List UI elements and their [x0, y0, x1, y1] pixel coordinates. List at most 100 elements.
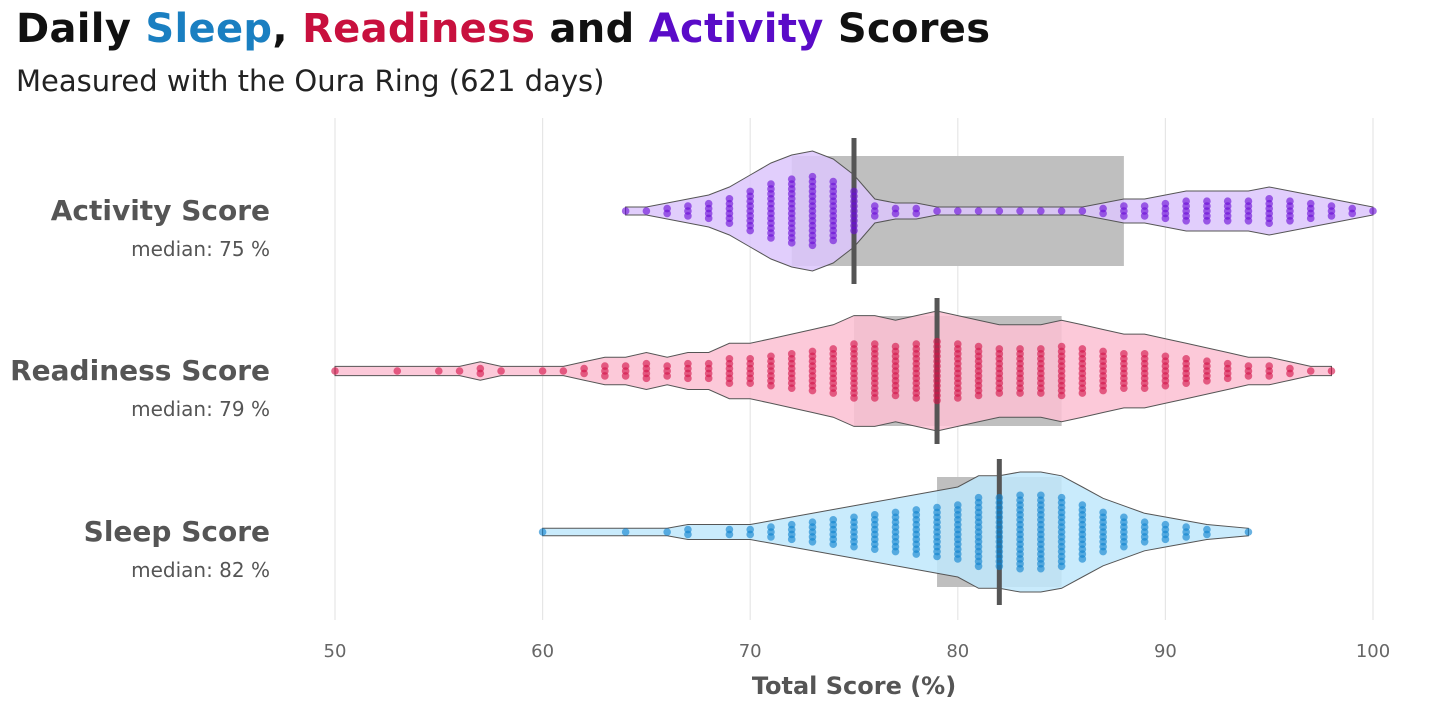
data-point	[331, 367, 339, 375]
data-point	[725, 219, 734, 228]
category-label-activity: Activity Score median: 75 %	[51, 194, 270, 261]
data-point	[912, 209, 921, 218]
category-name: Activity Score	[50, 194, 270, 227]
data-point	[1161, 535, 1170, 544]
data-point	[767, 381, 775, 390]
data-point	[1016, 564, 1024, 573]
data-point	[1265, 372, 1273, 380]
data-point	[1120, 384, 1128, 392]
title-part: Daily	[16, 6, 146, 52]
data-point	[1057, 562, 1066, 571]
data-point	[621, 207, 630, 215]
x-tick-label: 60	[531, 641, 554, 662]
data-point	[1244, 217, 1253, 225]
data-point	[601, 372, 609, 380]
data-point	[580, 369, 588, 378]
data-point	[746, 379, 754, 388]
data-point	[538, 367, 547, 375]
x-tick-label: 50	[324, 641, 347, 662]
title-sleep: Sleep	[145, 6, 273, 52]
data-point	[1161, 381, 1170, 390]
data-point	[642, 374, 651, 383]
title-part: and	[535, 6, 649, 52]
data-point	[1120, 212, 1128, 220]
data-point	[787, 239, 796, 247]
data-point	[1016, 207, 1024, 215]
data-point	[829, 540, 838, 549]
data-point	[933, 396, 941, 405]
data-point	[1120, 542, 1128, 551]
x-tick-label: 80	[946, 641, 969, 662]
data-point	[1078, 555, 1087, 563]
data-point	[559, 367, 568, 375]
data-point	[725, 379, 734, 388]
category-label-readiness: Readiness Score median: 79 %	[10, 354, 270, 421]
data-point	[829, 236, 838, 245]
title-readiness: Readiness	[302, 6, 536, 52]
data-point	[995, 207, 1004, 215]
data-point	[829, 389, 838, 397]
data-point	[850, 226, 858, 235]
data-point	[1306, 214, 1315, 223]
data-point	[767, 533, 775, 541]
data-point	[684, 374, 692, 383]
data-point	[891, 209, 900, 218]
data-point	[1244, 528, 1253, 536]
data-point	[1327, 367, 1336, 375]
category-name: Sleep Score	[83, 515, 270, 548]
data-point	[954, 555, 962, 563]
data-point	[1203, 530, 1211, 539]
data-point	[1203, 377, 1211, 385]
data-point	[995, 562, 1004, 571]
data-point	[1140, 212, 1149, 220]
data-point	[870, 212, 879, 220]
title-activity: Activity	[648, 6, 824, 52]
chart-title: Daily Sleep, Readiness and Activity Scor…	[16, 6, 990, 52]
data-point	[621, 372, 630, 380]
data-point	[1265, 219, 1273, 228]
data-point	[808, 538, 817, 546]
data-point	[787, 535, 796, 544]
data-point	[933, 207, 941, 215]
data-point	[1182, 533, 1190, 541]
data-point	[725, 530, 734, 539]
data-point	[1327, 212, 1336, 220]
data-point	[1182, 379, 1190, 388]
data-point	[1099, 547, 1107, 556]
median-label: median: 79 %	[131, 397, 270, 421]
x-tick-label: 100	[1356, 641, 1390, 662]
data-point	[933, 552, 941, 561]
data-point	[787, 384, 796, 392]
data-point	[663, 528, 671, 536]
data-point	[1348, 209, 1357, 218]
data-point	[621, 528, 630, 536]
data-point	[1140, 384, 1149, 392]
data-point	[891, 547, 900, 556]
chart-subtitle: Measured with the Oura Ring (621 days)	[16, 64, 605, 98]
data-point	[1016, 389, 1024, 397]
x-tick-label: 90	[1154, 641, 1177, 662]
data-point	[1078, 389, 1087, 397]
data-point	[912, 394, 921, 402]
data-point	[1306, 367, 1315, 375]
title-part: Scores	[823, 6, 991, 52]
data-point	[684, 530, 692, 539]
data-point	[1037, 389, 1045, 397]
data-point	[1037, 207, 1045, 215]
data-point	[704, 214, 713, 223]
category-name: Readiness Score	[10, 354, 270, 387]
data-point	[995, 389, 1004, 397]
data-point	[642, 207, 651, 215]
data-point	[1140, 538, 1149, 546]
median-label: median: 75 %	[131, 237, 270, 261]
data-point	[808, 386, 817, 395]
data-point	[1182, 217, 1190, 225]
data-point	[476, 369, 485, 378]
data-point	[1099, 386, 1107, 395]
data-point	[1037, 564, 1045, 573]
data-point	[393, 367, 402, 375]
data-point	[1161, 214, 1170, 223]
title-part: ,	[272, 6, 303, 52]
data-point	[808, 241, 817, 250]
data-point	[497, 367, 505, 375]
